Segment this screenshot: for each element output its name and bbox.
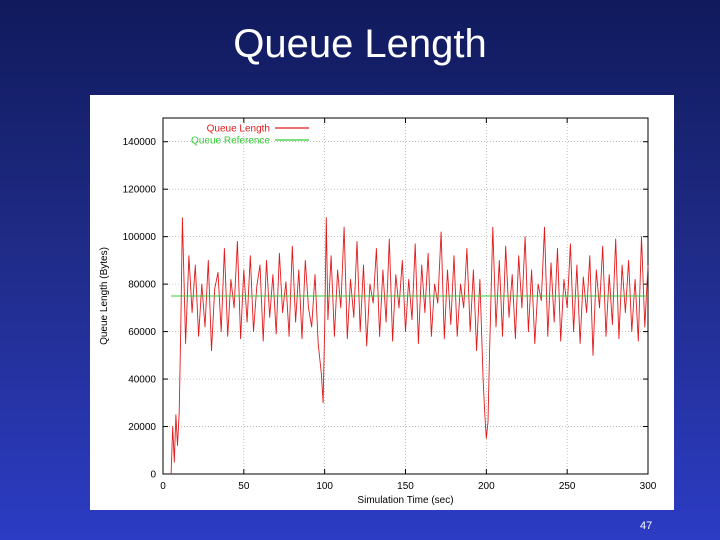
y-tick-label: 40000 <box>128 375 156 386</box>
queue-length-line <box>170 217 649 475</box>
y-tick-label: 0 <box>150 470 156 481</box>
legend-label: Queue Length <box>207 124 270 135</box>
slide-number: 47 <box>640 520 653 532</box>
x-tick-label: 200 <box>478 481 495 492</box>
y-tick-label: 80000 <box>128 280 156 291</box>
x-tick-label: 250 <box>559 481 576 492</box>
y-tick-label: 120000 <box>123 185 157 196</box>
y-tick-label: 140000 <box>123 137 157 148</box>
x-tick-label: 100 <box>316 481 333 492</box>
x-tick-label: 300 <box>640 481 657 492</box>
legend-label: Queue Reference <box>191 136 270 147</box>
y-axis-label: Queue Length (Bytes) <box>99 247 110 345</box>
x-ticks: 0 50 100 150 200 250 300 <box>160 118 657 492</box>
x-axis-label: Simulation Time (sec) <box>357 495 453 506</box>
x-tick-label: 0 <box>160 481 166 492</box>
chart-panel: 0 20000 40000 60000 80000 100000 120000 140000 … <box>90 95 674 510</box>
series <box>170 217 649 475</box>
y-tick-label: 20000 <box>128 422 156 433</box>
y-tick-label: 60000 <box>128 327 156 338</box>
x-tick-label: 150 <box>397 481 414 492</box>
queue-length-chart: 020000400006000080000100000120000140000 … <box>99 117 657 506</box>
x-tick-label: 50 <box>238 481 250 492</box>
y-ticks: 0 20000 40000 60000 80000 100000 120000 140000 <box>123 137 648 481</box>
slide-title: Queue Length <box>233 22 487 66</box>
y-tick-label: 100000 <box>123 232 157 243</box>
